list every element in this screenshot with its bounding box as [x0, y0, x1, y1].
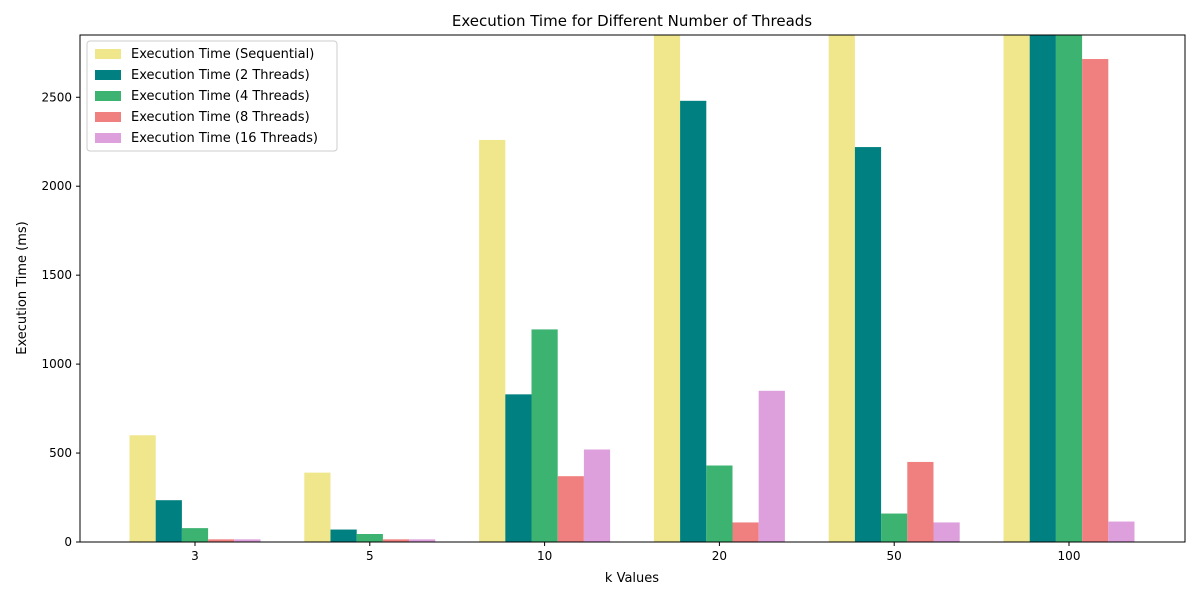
legend-swatch [95, 112, 121, 122]
bar-4-20 [732, 522, 759, 542]
y-tick-label: 500 [49, 446, 72, 460]
bar-4-5 [382, 539, 410, 542]
y-tick-label: 2000 [41, 179, 72, 193]
bar-3-100 [1055, 35, 1083, 542]
x-tick-label: 100 [1058, 549, 1081, 563]
bar-1-100 [1003, 35, 1030, 542]
plot-area [129, 35, 1135, 543]
bar-5-10 [583, 449, 611, 542]
legend: Execution Time (Sequential) Execution Tim… [86, 40, 338, 152]
bar-2-20 [680, 100, 707, 543]
legend-label: Execution Time (4 Threads) [131, 89, 310, 104]
bar-5-5 [409, 539, 436, 542]
legend-swatch [95, 49, 121, 59]
bar-4-10 [557, 476, 584, 542]
bar-2-5 [330, 529, 357, 542]
bar-3-3 [181, 528, 209, 542]
x-tick-label: 5 [366, 549, 374, 563]
bar-1-5 [304, 472, 331, 542]
bar-4-50 [907, 461, 934, 542]
y-tick-label: 2500 [41, 90, 72, 104]
y-tick-label: 0 [64, 535, 72, 549]
bar-1-3 [129, 435, 156, 542]
bar-5-100 [1108, 521, 1135, 542]
x-axis: 3 5 10 20 50 100 [191, 542, 1080, 563]
bar-2-50 [854, 147, 882, 543]
bar-3-20 [706, 465, 733, 542]
bar-2-100 [1029, 35, 1056, 542]
y-tick-label: 1500 [41, 268, 72, 282]
bar-2-3 [155, 500, 182, 542]
bar-4-100 [1082, 59, 1109, 543]
legend-label: Execution Time (8 Threads) [131, 110, 310, 125]
legend-label: Execution Time (2 Threads) [131, 68, 310, 83]
y-axis: 0 500 1000 1500 2000 2500 [41, 90, 80, 549]
bar-1-20 [653, 35, 681, 542]
y-tick-label: 1000 [41, 357, 72, 371]
bar-1-50 [828, 35, 855, 542]
plot-frame [79, 34, 1186, 543]
legend-label: Execution Time (16 Threads) [131, 131, 318, 146]
x-axis-label: k Values [605, 571, 659, 586]
x-tick-label: 50 [887, 549, 902, 563]
legend-swatch [95, 133, 121, 143]
bar-5-3 [234, 539, 261, 542]
bar-3-5 [356, 533, 383, 542]
legend-label: Execution Time (Sequential) [131, 47, 314, 62]
chart-title: Execution Time for Different Number of T… [452, 12, 812, 30]
bar-2-10 [505, 394, 532, 542]
legend-box [86, 40, 338, 152]
bar-3-50 [881, 513, 908, 542]
bar-5-20 [758, 390, 785, 542]
legend-swatch [95, 91, 121, 101]
bar-4-3 [208, 539, 235, 542]
legend-swatch [95, 70, 121, 80]
bar-1-10 [479, 139, 506, 543]
x-tick-label: 3 [191, 549, 199, 563]
x-tick-label: 20 [712, 549, 727, 563]
y-axis-label: Execution Time (ms) [15, 221, 30, 354]
x-tick-label: 10 [537, 549, 552, 563]
bar-3-10 [531, 329, 558, 542]
bar-5-50 [933, 522, 960, 542]
